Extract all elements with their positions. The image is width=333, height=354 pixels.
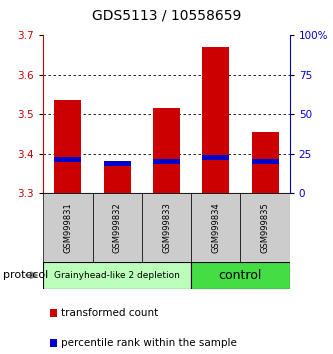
Text: GSM999832: GSM999832 [113, 202, 122, 253]
Bar [240, 193, 290, 262]
Text: transformed count: transformed count [61, 308, 158, 318]
Bar [50, 309, 57, 317]
Text: GSM999835: GSM999835 [260, 202, 270, 253]
Text: control: control [219, 269, 262, 282]
Bar [50, 339, 57, 347]
Text: protocol: protocol [3, 270, 49, 280]
Text: Grainyhead-like 2 depletion: Grainyhead-like 2 depletion [54, 271, 180, 280]
Bar [142, 193, 191, 262]
Bar [153, 108, 180, 193]
Text: GSM999831: GSM999831 [63, 202, 73, 253]
Bar [93, 193, 142, 262]
Bar [251, 132, 279, 193]
Bar [43, 193, 93, 262]
Bar [104, 164, 131, 193]
Bar [153, 159, 180, 164]
Text: percentile rank within the sample: percentile rank within the sample [61, 338, 236, 348]
Bar [251, 159, 279, 164]
Text: GSM999834: GSM999834 [211, 202, 220, 253]
Text: GDS5113 / 10558659: GDS5113 / 10558659 [92, 9, 241, 23]
Text: GSM999833: GSM999833 [162, 202, 171, 253]
Bar [104, 161, 131, 166]
Bar [202, 47, 229, 193]
Bar [54, 157, 82, 162]
Bar [202, 155, 229, 160]
Bar [43, 262, 191, 289]
Bar [54, 101, 82, 193]
Bar [191, 193, 240, 262]
Bar [191, 262, 290, 289]
